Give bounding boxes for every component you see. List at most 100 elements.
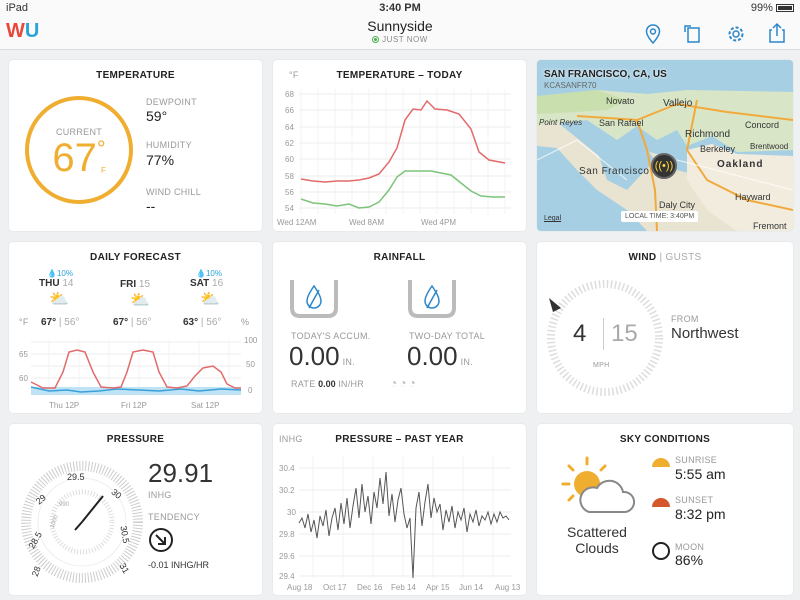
y-tick: 68 [285,90,294,99]
forecast-day[interactable]: 💧10% THU 14 ⛅ [39,269,99,309]
map-place-label: Richmond [685,129,731,140]
sunset-label: SUNSET [675,495,714,505]
humidity-area [31,387,241,395]
raindrop-icon: 💧 [196,269,206,278]
moon-phase: 86% [675,552,704,568]
share-icon[interactable] [768,22,786,44]
temperature-card[interactable]: TEMPERATURE CURRENT 67° F DEWPOINT 59° H… [9,60,262,231]
card-title: PRESSURE – PAST YEAR [335,434,464,445]
dewpoint-series-line [300,170,505,209]
temperature-today-card[interactable]: TEMPERATURE – TODAY °F 68 66 64 62 60 58… [273,60,526,231]
y-tick: 64 [285,123,294,132]
card-title: RAINFALL [373,252,426,263]
scattered-clouds-icon [561,456,635,513]
x-tick: Oct 17 [323,583,347,592]
forecast-unit-f: °F [19,317,29,327]
y-tick: 30.4 [279,464,295,473]
barometer-dial: 28 28.5 29 29.5 30 30.5 31 990 1000 [21,461,143,583]
chart-unit: INHG [279,434,303,444]
status-bar: iPad 3:40 PM 99% [0,0,800,16]
dial-label: 28 [30,565,43,578]
dial-label: 29 [34,492,48,506]
two-day-total-value: 0.00 IN. [407,341,474,371]
map-legal-link[interactable]: Legal [544,215,562,222]
gusts-tab[interactable]: GUSTS [665,252,702,263]
sunrise-time: 5:55 am [675,466,726,482]
wu-logo[interactable]: WU [6,20,40,42]
wind-divider [603,318,604,350]
dial-label: 29.5 [67,472,85,482]
location-pin-icon[interactable] [645,24,661,45]
current-label: CURRENT [55,127,103,137]
forecast-temp-line [30,349,241,389]
daily-forecast-card[interactable]: DAILY FORECAST 💧10% THU 14 ⛅ FRI 15 ⛅ 💧1… [9,242,262,413]
map-place-label: San Francisco [579,166,650,177]
pressure-card[interactable]: PRESSURE 28 28.5 29 29.5 30 30.5 31 990 … [9,424,262,595]
precip-chance: 💧10% [196,269,222,278]
pressure-value: 29.91 [148,458,214,488]
wind-speed: 4 [573,320,587,347]
moon-label: MOON [675,542,705,552]
y-tick: 30 [287,508,296,517]
dewpoint-label: DEWPOINT [146,97,197,107]
gear-icon[interactable] [726,24,746,44]
rotate-screen-icon[interactable] [683,24,703,44]
card-title: TEMPERATURE – TODAY [336,70,463,81]
tendency-label: TENDENCY [148,512,200,522]
sunset-time: 8:32 pm [675,506,726,522]
wind-gust: 15 [611,320,638,347]
dial-label: 30 [109,487,123,501]
rainfall-card[interactable]: RAINFALL TODAY'S ACCUM. 0.00 IN. TWO-DAY … [273,242,526,413]
forecast-day[interactable]: FRI 15 ⛅ [120,269,180,310]
device-name: iPad [6,2,29,14]
y-tick: 29.8 [279,530,295,539]
pressure-past-year-card[interactable]: PRESSURE – PAST YEAR INHG 30.4 30.2 30 2… [273,424,526,595]
map-place-label: Vallejo [663,98,693,109]
x-tick: Dec 16 [357,583,383,592]
y-tick: 56 [285,188,294,197]
chart-vgrid [300,89,506,214]
card-title: WIND | GUSTS [628,252,702,263]
station-title[interactable]: Sunnyside [367,18,433,34]
two-day-total-label: TWO-DAY TOTAL [409,331,486,341]
map-place-label: Novato [606,96,635,106]
forecast-day[interactable]: 💧10% SAT 16 ⛅ [190,269,250,309]
y-tick: 29.4 [279,572,295,581]
temperature-today-chart: 68 66 64 62 60 58 56 54 Wed 12AM Wed 8AM… [277,89,511,227]
sunset-icon [652,498,670,507]
wind-tab[interactable]: WIND [628,252,657,263]
map-card[interactable]: SAN FRANCISCO, CA, US KCASANFR70 Novato … [537,60,793,231]
current-temperature: 67° [52,136,106,180]
x-tick: Apr 15 [426,583,450,592]
rain-gauge-icon [290,280,338,318]
inner-dial-label: 1000 [50,514,60,529]
y-tick-right: 0 [248,386,253,395]
map-place-label: Daly City [659,200,696,210]
humidity-value: 77% [146,152,175,168]
chart-unit: °F [289,70,299,80]
chart-gridlines [299,93,511,209]
pressure-unit: INHG [148,490,172,500]
map-place-label: Fremont [753,221,787,231]
precip-chance [120,269,180,279]
local-time-badge: LOCAL TIME: 3:40PM [621,211,699,222]
map-place-label: Berkeley [700,144,736,154]
map-place-label: Hayward [735,192,771,202]
wind-card[interactable]: WIND | GUSTS 4 15 MPH FROM Northwest [537,242,793,413]
y-tick-left: 60 [19,374,28,383]
map-place-label: San Rafael [599,118,644,128]
wind-direction: Northwest [671,325,739,342]
day-label: THU 14 [39,278,74,289]
dewpoint-value: 59° [146,108,168,124]
y-tick: 29.6 [279,552,295,561]
map-place-label: Concord [745,120,780,130]
forecast-unit-pct: % [241,317,250,327]
x-tick: Sat 12P [191,401,219,410]
nav-bar: WU Sunnyside JUST NOW [0,16,800,50]
station-marker-icon[interactable]: ((•)) [651,153,677,179]
sky-conditions-card[interactable]: SKY CONDITIONS Scattered Clouds SUNRISE 5… [537,424,793,595]
wind-from-label: FROM [671,314,699,324]
y-tick: 30.2 [279,486,295,495]
wind-compass [547,280,663,396]
rain-gauge-icon [408,280,456,318]
